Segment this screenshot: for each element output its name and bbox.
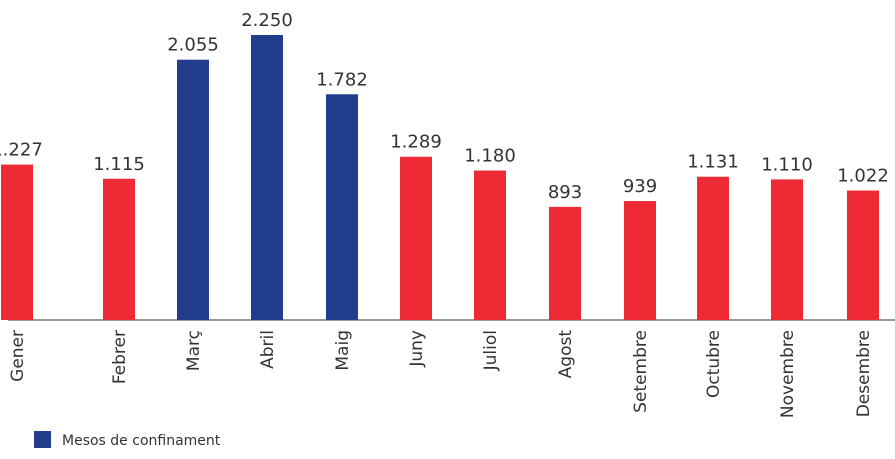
x-tick-label: Abril: [258, 330, 278, 369]
bar: [549, 206, 581, 320]
bar: [103, 178, 135, 320]
value-label: 1.131: [687, 152, 739, 173]
bar: [1, 164, 33, 320]
bar: [251, 34, 283, 321]
value-label: 1.115: [93, 154, 145, 175]
x-tick-label: Setembre: [631, 330, 651, 413]
bar: [847, 190, 879, 320]
value-label: 1.180: [464, 146, 516, 167]
x-tick-label: Gener: [8, 330, 28, 382]
value-label: 2.250: [241, 10, 293, 31]
value-label: 1.227: [0, 140, 43, 161]
bar: [771, 179, 803, 320]
bar: [697, 176, 729, 320]
bar: [624, 201, 656, 320]
bar: [326, 94, 358, 320]
value-label: 1.289: [390, 132, 442, 153]
bar: [177, 59, 209, 321]
bar: [474, 170, 506, 320]
bar: [400, 156, 432, 320]
x-tick-label: Març: [184, 330, 204, 371]
value-label: 1.782: [316, 69, 368, 90]
x-tick-label: Juny: [407, 330, 427, 368]
x-tick-label: Octubre: [704, 330, 724, 398]
x-tick-label: Desembre: [854, 330, 874, 417]
value-label: 1.110: [761, 154, 813, 175]
x-tick-label: Juliol: [481, 330, 501, 371]
legend-swatch: [34, 431, 51, 448]
x-tick-label: Novembre: [778, 330, 798, 418]
value-label: 1.022: [837, 166, 889, 187]
legend-label: Mesos de confinament: [62, 433, 221, 449]
x-tick-label: Agost: [556, 330, 576, 379]
x-tick-label: Maig: [333, 330, 353, 371]
x-tick-label: Febrer: [110, 330, 130, 384]
value-label: 939: [623, 176, 657, 197]
value-label: 893: [548, 182, 582, 203]
value-label: 2.055: [167, 35, 219, 56]
